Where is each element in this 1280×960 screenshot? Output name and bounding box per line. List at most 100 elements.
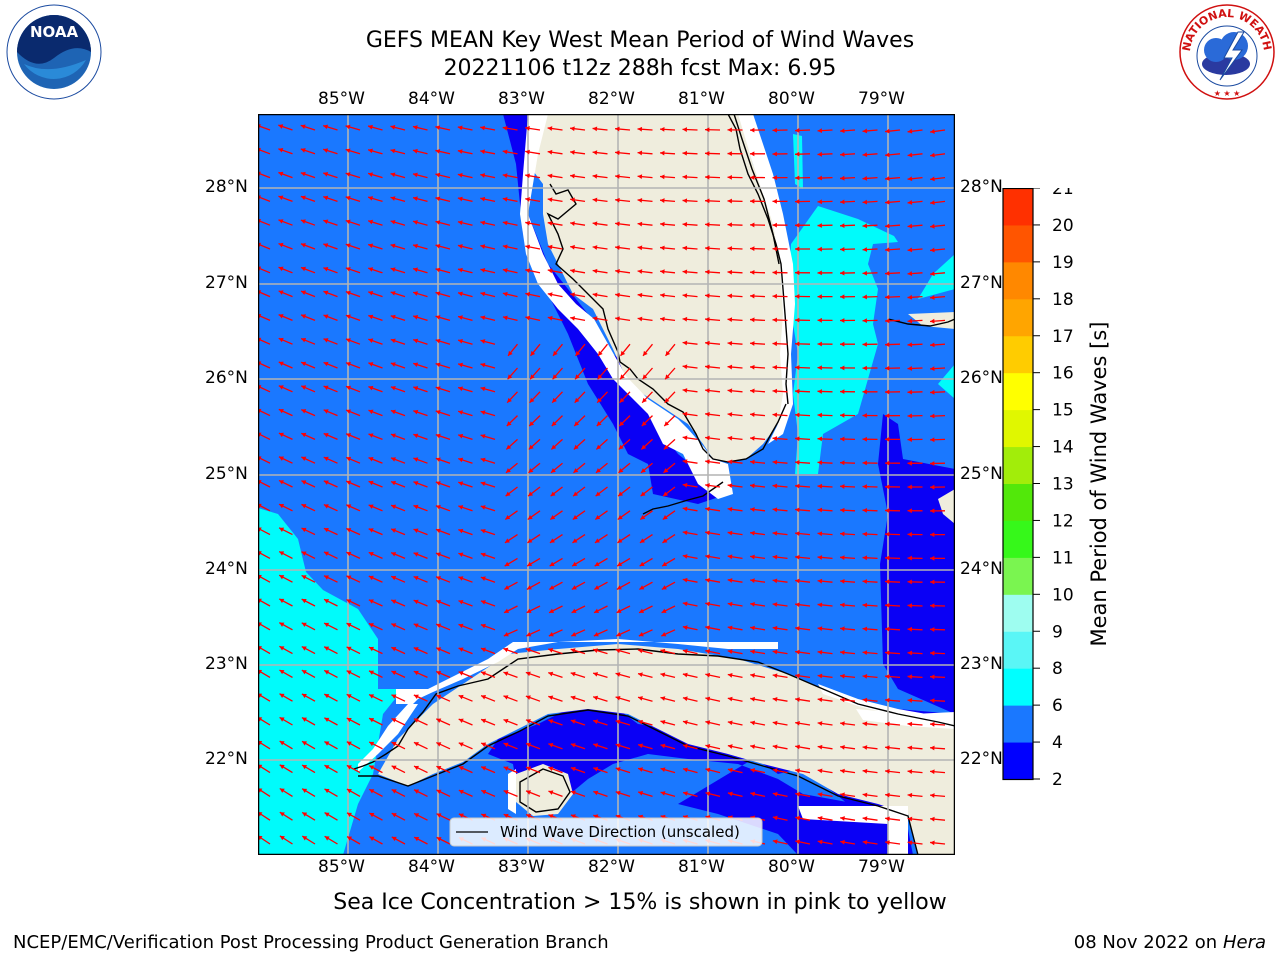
wind-arrow-head [301, 314, 307, 319]
wind-arrow-head [930, 555, 935, 561]
wind-arrow-head [705, 435, 710, 441]
wind-arrow-head [323, 551, 329, 557]
wind-arrow-head [436, 813, 442, 818]
wind-arrow-head [346, 789, 352, 794]
wind-arrow-head [615, 292, 620, 298]
wind-arrow-head [548, 742, 554, 748]
colorbar-tick-label: 21 [1052, 188, 1074, 199]
wind-arrow-head [502, 220, 508, 226]
wind-arrow-head [391, 623, 397, 628]
wind-arrow-head [817, 270, 822, 276]
wind-arrow-head [368, 551, 374, 557]
colorbar-block [1003, 335, 1033, 374]
wind-arrow-head [930, 484, 935, 490]
wind-arrow-head [618, 468, 624, 473]
wind-arrow-head [301, 480, 307, 485]
wind-arrow-head [907, 532, 912, 537]
wind-arrow-head [435, 386, 441, 391]
wind-arrow-head [885, 650, 890, 656]
wind-arrow-head [615, 174, 620, 179]
wind-arrow-head [615, 245, 620, 251]
wind-arrow-head [525, 671, 531, 677]
wind-arrow-head [302, 765, 308, 770]
wind-arrow-head [817, 365, 822, 371]
wind-arrow-head [552, 374, 558, 380]
wind-arrow-head [301, 527, 307, 533]
ocean-6-8-east-edge [918, 254, 955, 299]
wind-arrow-head [682, 127, 687, 132]
wind-arrow-head [481, 813, 487, 819]
wind-arrow-head [435, 220, 441, 225]
wind-arrow-head [480, 315, 486, 321]
wind-arrow-head [548, 671, 554, 677]
wind-arrow-head [503, 790, 509, 795]
wind-arrow-head [795, 768, 800, 774]
wind-arrow-head [750, 649, 755, 655]
wind-arrow-head [391, 647, 397, 652]
wind-arrow-head [526, 631, 532, 637]
wind-arrow-head [637, 316, 643, 322]
wind-arrow-head [549, 585, 555, 590]
wind-arrow-head [682, 316, 688, 322]
wind-arrow-head [458, 481, 464, 486]
colorbar-block [1003, 372, 1033, 411]
wind-arrow-head [615, 150, 620, 156]
wind-arrow-head [436, 837, 442, 842]
wind-arrow-head [570, 814, 576, 819]
wind-arrow-head [862, 768, 868, 774]
wind-arrow-head [660, 198, 665, 203]
colorbar-tick-label: 14 [1052, 438, 1074, 458]
wind-arrow-head [930, 508, 935, 514]
wind-arrow-head [506, 421, 512, 427]
wind-arrow-head [885, 697, 890, 703]
wind-arrow-head [594, 585, 600, 590]
wind-arrow-head [391, 765, 397, 770]
wind-arrow-head [750, 317, 755, 323]
wind-arrow-head [458, 528, 464, 534]
colorbar-block [1003, 446, 1033, 484]
wind-arrow-head [548, 719, 554, 724]
wind-arrow-head [682, 435, 688, 441]
wind-arrow-head [772, 791, 778, 797]
wind-arrow-head [526, 766, 531, 771]
wind-arrow-head [840, 412, 845, 418]
wind-arrow-head [368, 433, 374, 438]
wind-arrow-head [885, 294, 890, 300]
wind-arrow-head [885, 247, 890, 253]
wind-arrow-head [525, 149, 530, 155]
wind-arrow-head [368, 196, 374, 201]
wind-arrow-head [661, 585, 667, 590]
wind-arrow-head [840, 152, 845, 157]
wind-arrow-head [660, 221, 665, 227]
wind-arrow-head [885, 508, 890, 513]
wind-arrow-head [727, 506, 733, 512]
wind-arrow-head [300, 195, 306, 201]
wind-arrow-head [862, 199, 868, 205]
wind-arrow-head [480, 505, 486, 510]
wind-arrow-head [772, 720, 778, 726]
wind-arrow-head [885, 840, 890, 845]
wind-arrow-head [435, 504, 441, 510]
wind-arrow-head [682, 411, 688, 417]
wind-arrow-head [817, 223, 822, 228]
wind-arrow-head [772, 673, 778, 679]
wind-arrow-head [505, 468, 511, 473]
wind-arrow-head [772, 365, 778, 370]
wind-arrow-head [574, 421, 580, 427]
wind-arrow-head [727, 293, 733, 299]
wind-arrow-head [705, 317, 710, 322]
wind-arrow-head [525, 647, 531, 653]
wind-arrow-head [727, 767, 733, 773]
lat-label: 25°N [205, 464, 248, 484]
wind-arrow-head [619, 421, 625, 427]
wind-arrow-head [862, 484, 867, 490]
wind-arrow-head [862, 602, 868, 608]
map-canvas: Wind Wave Direction (unscaled) [258, 114, 955, 855]
wind-arrow-head [547, 173, 553, 179]
wind-arrow-head [817, 341, 822, 347]
wind-arrow-head [323, 148, 329, 153]
wind-arrow-head [573, 468, 579, 473]
wind-arrow-head [301, 456, 307, 461]
wind-arrow-head [664, 421, 670, 427]
wind-arrow-head [727, 530, 733, 536]
